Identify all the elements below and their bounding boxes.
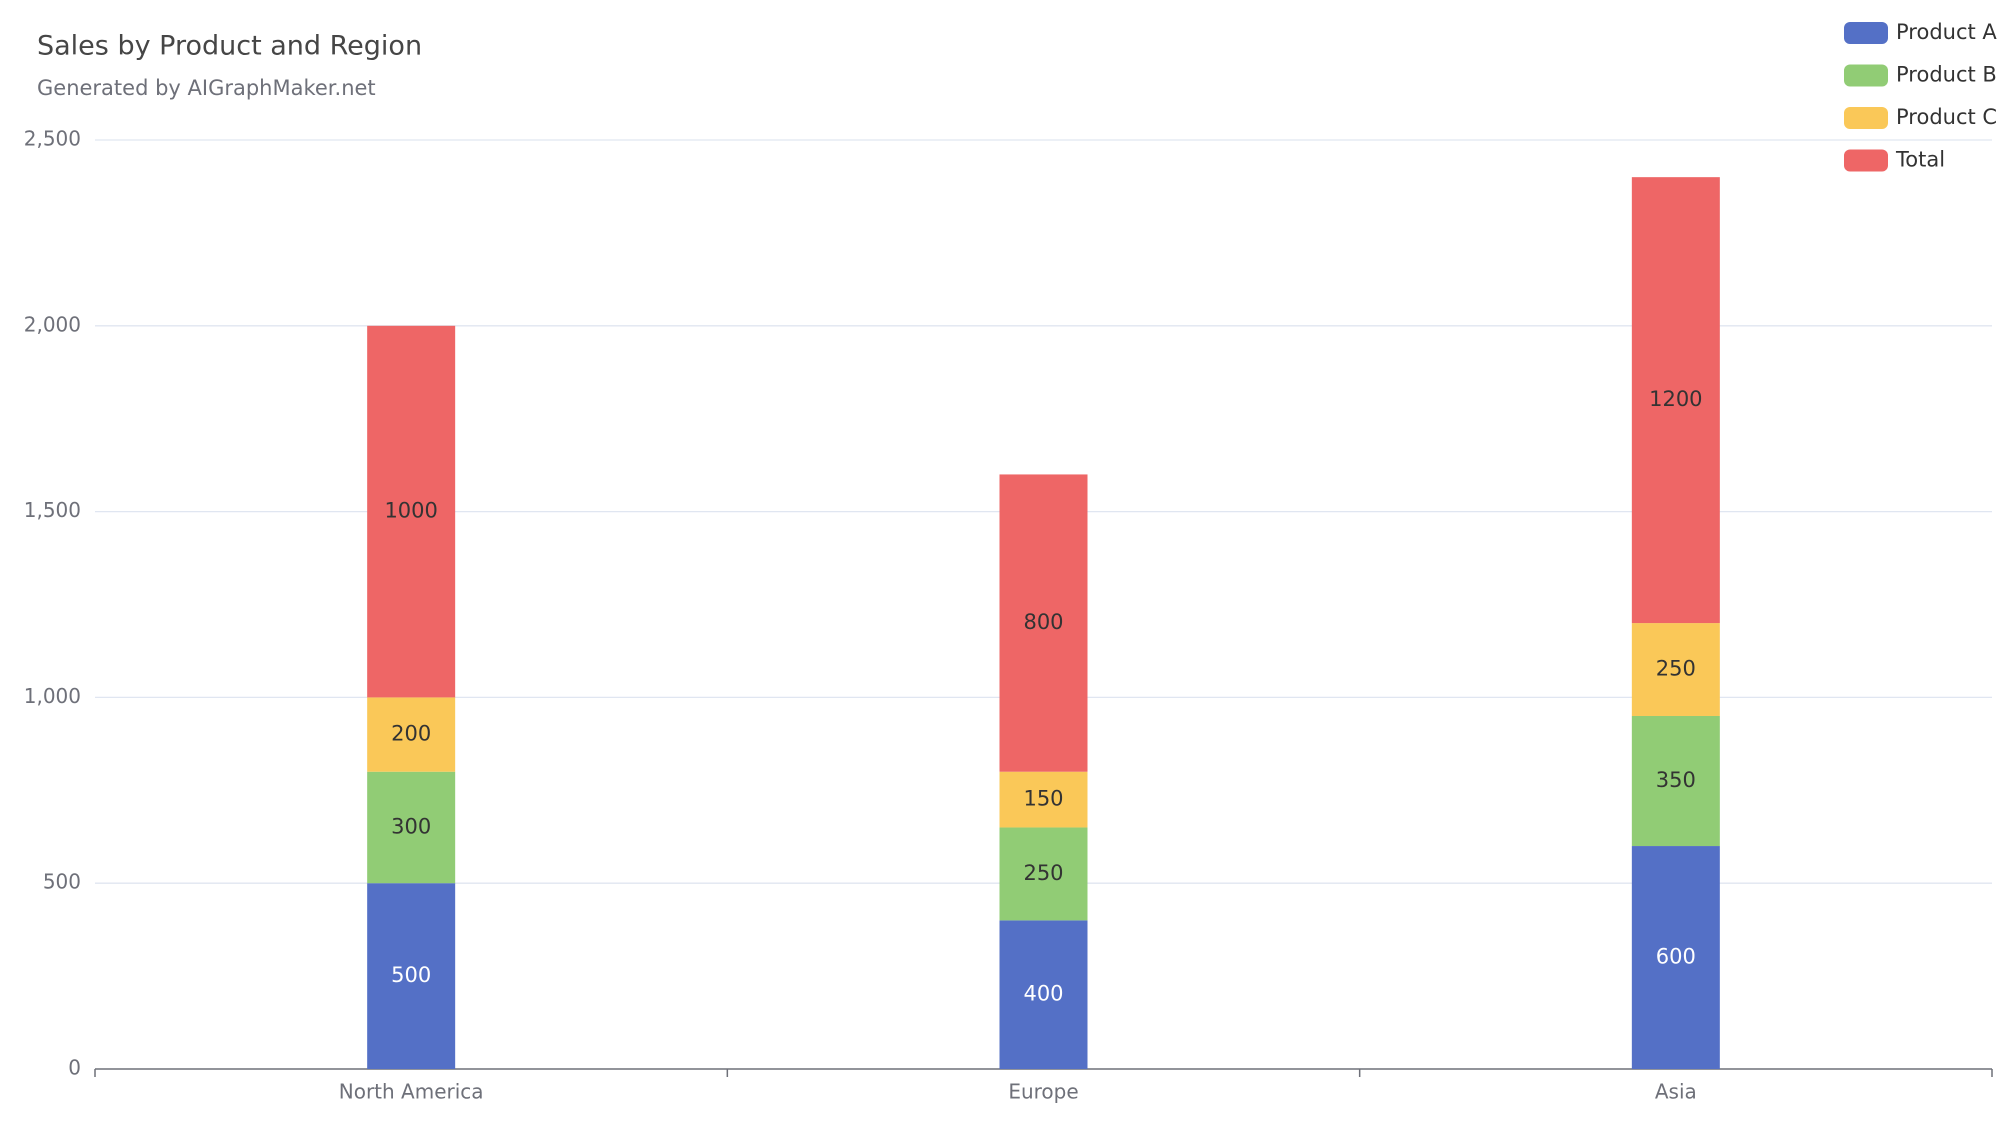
x-tick-label: Asia [1655,1080,1697,1104]
chart-subtitle: Generated by AIGraphMaker.net [37,76,376,100]
chart-title: Sales by Product and Region [37,31,422,62]
data-label: 350 [1656,768,1696,792]
data-label: 200 [391,722,431,746]
bar-segment [1631,846,1720,1069]
legend-label: Product C [1896,105,1997,129]
bar-segment [367,325,456,698]
bar-segment [999,920,1088,1069]
x-tick-label: North America [339,1080,484,1104]
bar-segment [999,771,1088,828]
legend-swatch [1844,149,1888,172]
data-label: 600 [1656,945,1696,969]
legend-label: Total [1895,148,1945,172]
data-label: 250 [1656,657,1696,681]
bar-segment [1631,177,1720,624]
x-tick-label: Europe [1008,1080,1078,1104]
data-label: 300 [391,814,431,838]
bar-segment [367,697,456,772]
bar-segment [367,883,456,1069]
legend-label: Product A [1896,20,1997,44]
bar-segment [1631,715,1720,847]
data-label: 500 [391,963,431,987]
y-tick-label: 1,500 [24,498,81,522]
legend-swatch [1844,64,1888,87]
bar-segment [367,771,456,884]
data-label: 250 [1023,861,1063,885]
bar-segment [999,474,1088,772]
legend-label: Product B [1896,63,1997,87]
legend-swatch [1844,107,1888,129]
y-tick-label: 500 [43,870,81,894]
y-tick-label: 2,500 [24,127,81,151]
data-label: 800 [1023,610,1063,634]
data-label: 400 [1023,982,1063,1006]
y-tick-label: 0 [68,1056,81,1080]
legend-swatch [1844,22,1888,44]
data-label: 150 [1023,787,1063,811]
y-tick-label: 1,000 [24,684,81,708]
data-label: 1200 [1649,387,1702,411]
data-label: 1000 [384,499,437,523]
bar-segment [999,827,1088,921]
y-tick-label: 2,000 [24,312,81,336]
bar-segment [1631,623,1720,716]
